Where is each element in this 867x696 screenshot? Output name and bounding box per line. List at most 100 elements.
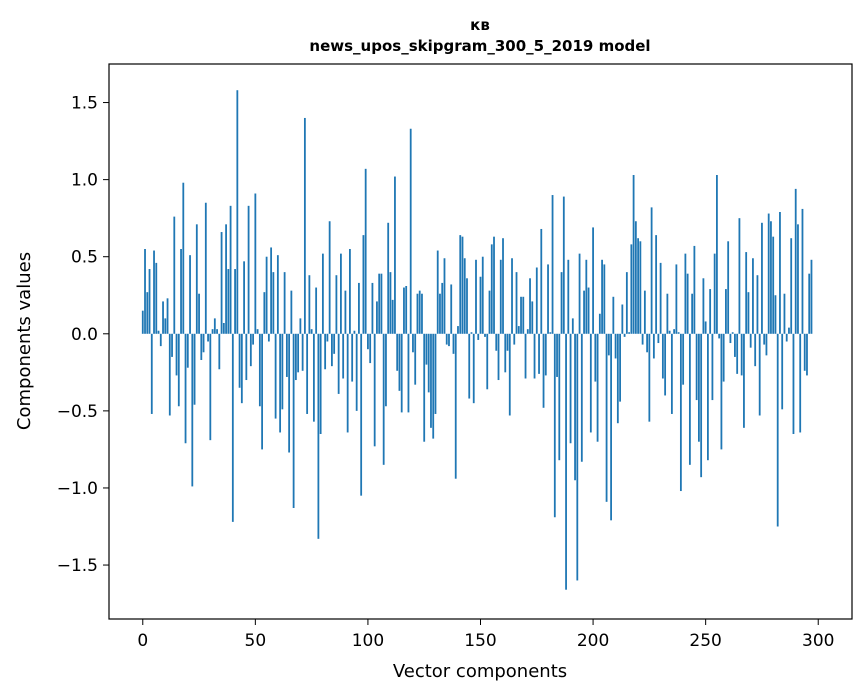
bar-295 [806,333,808,376]
bar-165 [513,333,516,345]
bar-274 [758,333,761,416]
bar-258 [722,333,725,382]
bar-250 [704,321,707,334]
bar-253 [711,333,714,401]
bar-6 [155,262,158,334]
bar-192 [574,333,576,481]
bar-17 [180,249,182,334]
bar-205 [603,264,606,334]
bar-101 [369,333,372,364]
bar-218 [632,175,635,334]
bar-143 [463,258,466,334]
bar-213 [621,304,624,334]
bar-244 [691,293,694,334]
bar-240 [682,333,685,385]
bar-155 [490,244,493,334]
bar-142 [461,236,464,334]
bar-69 [297,333,300,373]
bar-29 [207,333,209,342]
bar-123 [418,290,421,334]
bar-229 [657,333,660,344]
bar-87 [337,333,340,394]
x-axis-label: Vector components [393,661,567,682]
bar-18 [182,182,185,334]
bar-39 [229,205,232,334]
bar-222 [641,333,644,345]
bar-188 [565,333,567,590]
bar-140 [457,326,459,334]
bar-122 [416,293,419,334]
bar-67 [292,333,295,508]
bar-260 [727,241,730,334]
bar-172 [529,278,531,334]
bar-79 [319,333,322,434]
bar-239 [679,333,682,492]
bar-223 [643,290,646,334]
y-tick-label: 1.0 [71,171,98,191]
bar-96 [358,282,360,334]
bar-126 [425,333,428,365]
bar-82 [326,333,329,342]
bar-19 [184,333,187,444]
bar-197 [585,259,588,334]
bar-153 [486,333,489,390]
bar-294 [803,333,806,371]
bar-47 [247,205,250,334]
x-tick-label: 250 [689,631,721,651]
bar-238 [677,332,680,334]
bar-21 [189,255,191,334]
bar-28 [204,202,207,334]
bar-128 [430,333,432,428]
bar-162 [506,333,509,351]
bar-219 [634,221,637,334]
y-tick-label: −0.5 [57,402,98,422]
x-tick-label: 150 [464,631,496,651]
bar-115 [400,333,403,413]
y-axis-ticks: −1.5 −1.0 −0.5 0.0 0.5 1.0 1.5 [57,94,109,576]
bar-2 [146,292,149,334]
bar-236 [673,329,676,334]
bar-243 [688,333,691,465]
bar-53 [261,333,263,450]
bar-65 [288,333,291,453]
bar-242 [686,273,689,334]
bar-112 [394,176,396,334]
bar-31 [211,329,214,334]
bar-13 [171,333,173,357]
bar-280 [772,236,775,334]
bar-272 [754,333,757,367]
bar-38 [227,269,230,334]
bar-42 [236,90,239,334]
bar-194 [578,253,581,334]
bar-158 [497,333,500,381]
bar-83 [328,221,331,334]
bar-187 [562,196,565,334]
y-tick-label: 0.0 [71,325,98,345]
bar-110 [389,272,392,334]
bar-190 [569,333,572,444]
bar-149 [477,333,480,340]
bar-64 [285,333,288,377]
bar-0 [141,310,144,334]
bar-296 [808,273,811,334]
bar-107 [382,333,385,465]
bar-179 [544,333,547,376]
bar-136 [448,333,450,347]
bar-15 [175,333,178,376]
bar-251 [707,333,709,461]
bar-61 [279,333,282,433]
bar-278 [767,213,770,334]
bar-33 [216,329,218,334]
bar-116 [403,287,405,334]
bar-100 [367,333,369,350]
bar-212 [619,333,621,402]
bar-14 [173,216,176,334]
bar-44 [240,333,243,404]
bar-271 [752,258,754,334]
bar-291 [797,224,799,334]
bar-252 [709,289,712,334]
bar-151 [481,256,484,334]
bar-104 [376,301,378,334]
bar-97 [360,333,363,496]
bar-201 [594,333,597,382]
